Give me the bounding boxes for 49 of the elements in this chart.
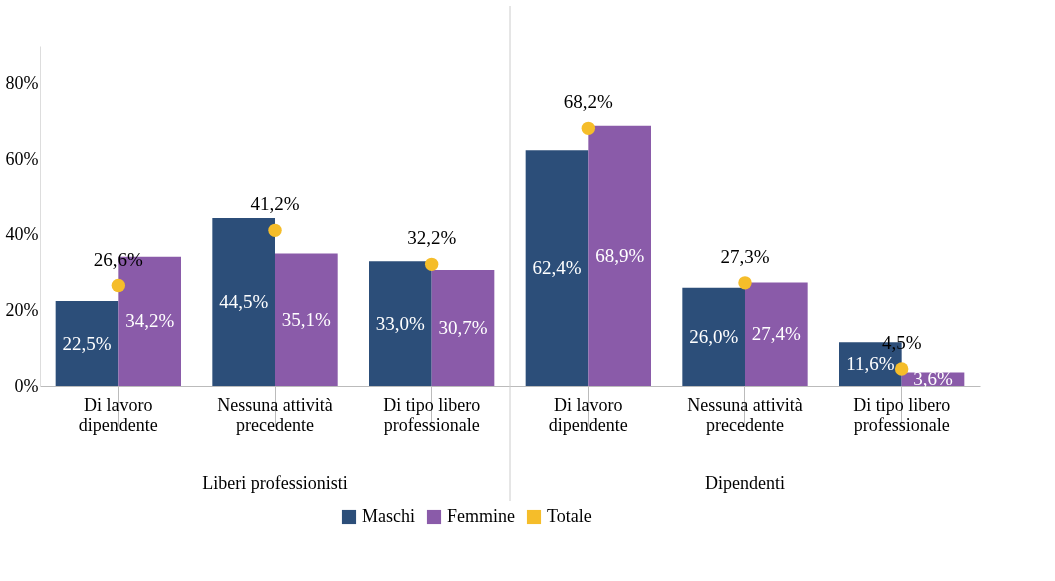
- legend-label: Totale: [547, 506, 592, 526]
- data-label: 26,0%: [689, 325, 739, 347]
- bar: [525, 150, 589, 386]
- data-label: 44,5%: [219, 290, 269, 312]
- data-label: 41,2%: [250, 193, 300, 215]
- point: [894, 362, 909, 376]
- text: Liberi professionisti: [202, 473, 348, 493]
- x-tick-label: Di tipo libero professionale: [853, 394, 951, 435]
- bar: [369, 261, 432, 386]
- y-tick-label: 20%: [5, 299, 39, 320]
- legend-label: Maschi: [362, 506, 415, 526]
- bar: [745, 282, 808, 386]
- point: [268, 223, 282, 238]
- data-label: 34,2%: [125, 310, 175, 332]
- data-label: 22,5%: [62, 332, 112, 354]
- bar: [431, 270, 495, 386]
- data-label: 35,1%: [281, 308, 332, 330]
- bar: [212, 217, 275, 386]
- data-label: 27,4%: [751, 323, 802, 345]
- point: [738, 276, 752, 290]
- data-label: 62,4%: [532, 257, 582, 279]
- x-tick-label: Di lavoro dipendente: [548, 394, 628, 435]
- legend-label: Femmine: [447, 506, 515, 526]
- bar: [682, 287, 745, 386]
- text: Dipendenti: [705, 473, 785, 493]
- data-label: 32,2%: [407, 227, 457, 249]
- bar: [55, 301, 119, 386]
- x-tick-label: Di tipo libero professionale: [383, 394, 481, 435]
- x-tick-label: Nessuna attività precedente: [217, 394, 333, 435]
- data-label: 68,2%: [563, 91, 614, 113]
- y-tick-label: 0%: [14, 375, 39, 396]
- point: [111, 278, 126, 293]
- data-label: 3,6%: [913, 368, 953, 390]
- data-label: 26,6%: [93, 248, 144, 270]
- y-tick-label: 40%: [5, 224, 39, 245]
- data-label: 30,7%: [438, 317, 488, 339]
- y-tick-label: 60%: [5, 148, 39, 169]
- bar: [275, 253, 338, 386]
- data-label: 33,0%: [375, 312, 426, 334]
- data-label: 4,5%: [881, 332, 922, 353]
- y-tick-label: 80%: [5, 73, 39, 94]
- data-label: 68,9%: [595, 244, 645, 266]
- x-tick-label: Di lavoro dipendente: [78, 394, 158, 435]
- point: [424, 257, 439, 272]
- x-tick-label: Nessuna attività precedente: [687, 394, 803, 435]
- bar: [588, 125, 651, 386]
- point: [581, 121, 596, 136]
- data-label: 11,6%: [846, 353, 895, 375]
- data-label: 27,3%: [720, 245, 770, 267]
